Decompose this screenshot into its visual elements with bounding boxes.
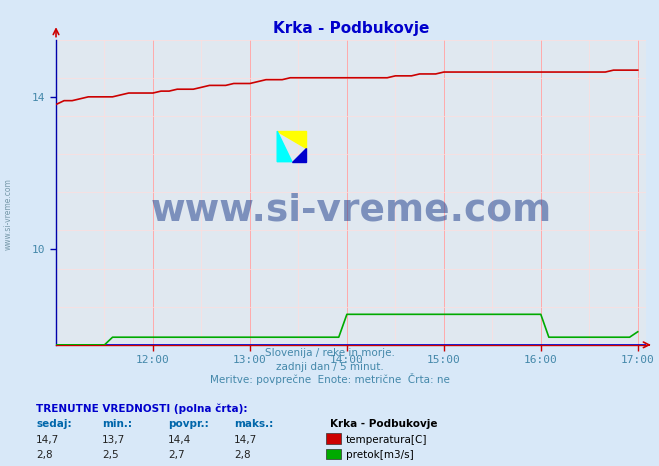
Text: Slovenija / reke in morje.: Slovenija / reke in morje.	[264, 349, 395, 358]
Title: Krka - Podbukovje: Krka - Podbukovje	[273, 21, 429, 36]
Text: 2,7: 2,7	[168, 450, 185, 460]
Text: Krka - Podbukovje: Krka - Podbukovje	[330, 419, 437, 429]
Text: zadnji dan / 5 minut.: zadnji dan / 5 minut.	[275, 362, 384, 371]
Text: sedaj:: sedaj:	[36, 419, 72, 429]
Text: pretok[m3/s]: pretok[m3/s]	[346, 450, 414, 460]
Text: www.si-vreme.com: www.si-vreme.com	[3, 178, 13, 250]
Text: 14,7: 14,7	[36, 435, 59, 445]
Text: 2,8: 2,8	[36, 450, 53, 460]
Text: maks.:: maks.:	[234, 419, 273, 429]
Text: 14,4: 14,4	[168, 435, 191, 445]
Text: 2,8: 2,8	[234, 450, 250, 460]
Polygon shape	[277, 131, 292, 162]
Polygon shape	[292, 148, 306, 162]
Text: min.:: min.:	[102, 419, 132, 429]
Text: Meritve: povprečne  Enote: metrične  Črta: ne: Meritve: povprečne Enote: metrične Črta:…	[210, 373, 449, 384]
Text: povpr.:: povpr.:	[168, 419, 209, 429]
Text: 14,7: 14,7	[234, 435, 257, 445]
Text: TRENUTNE VREDNOSTI (polna črta):: TRENUTNE VREDNOSTI (polna črta):	[36, 404, 248, 414]
Text: www.si-vreme.com: www.si-vreme.com	[150, 192, 552, 228]
Text: 13,7: 13,7	[102, 435, 125, 445]
Text: 2,5: 2,5	[102, 450, 119, 460]
Polygon shape	[277, 131, 306, 148]
Text: temperatura[C]: temperatura[C]	[346, 435, 428, 445]
